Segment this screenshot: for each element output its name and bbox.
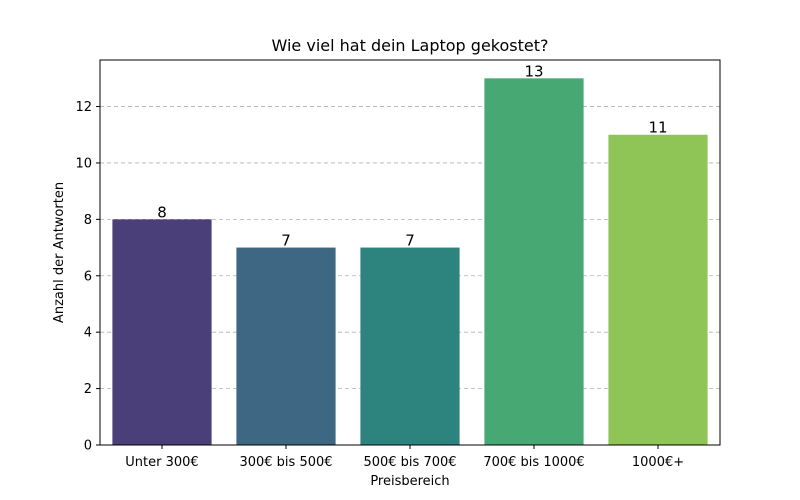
bar-value-label: 13: [524, 62, 543, 80]
y-axis-label: Anzahl der Antworten: [52, 182, 67, 323]
y-tick-label: 2: [84, 382, 92, 397]
bar-value-label: 7: [281, 232, 291, 250]
y-tick-label: 12: [75, 100, 92, 115]
x-tick-label: Unter 300€: [125, 455, 198, 470]
x-tick-label: 500€ bis 700€: [363, 455, 456, 470]
bar-value-label: 7: [405, 232, 415, 250]
bar: [112, 219, 212, 445]
y-axis-ticks: 0 2 4 6 8 10 12: [75, 100, 100, 454]
bar: [608, 134, 708, 445]
chart-title: Wie viel hat dein Laptop gekostet?: [272, 36, 549, 55]
x-axis-label: Preisbereich: [370, 474, 449, 489]
bar-value-labels: 8 7 7 13 11: [157, 62, 667, 249]
bar-value-label: 8: [157, 203, 167, 221]
y-tick-label: 10: [75, 156, 92, 171]
y-tick-label: 6: [84, 269, 92, 284]
bar: [236, 247, 336, 445]
bar: [360, 247, 460, 445]
x-tick-label: 1000€+: [632, 455, 684, 470]
x-tick-label: 300€ bis 500€: [239, 455, 332, 470]
bar: [484, 78, 584, 445]
y-tick-label: 4: [84, 326, 92, 341]
x-tick-label: 700€ bis 1000€: [483, 455, 584, 470]
bars: [112, 78, 708, 445]
bar-value-label: 11: [648, 119, 667, 137]
x-axis-ticks: Unter 300€ 300€ bis 500€ 500€ bis 700€ 700€…: [125, 445, 684, 470]
y-tick-label: 0: [84, 439, 92, 454]
y-tick-label: 8: [84, 213, 92, 228]
